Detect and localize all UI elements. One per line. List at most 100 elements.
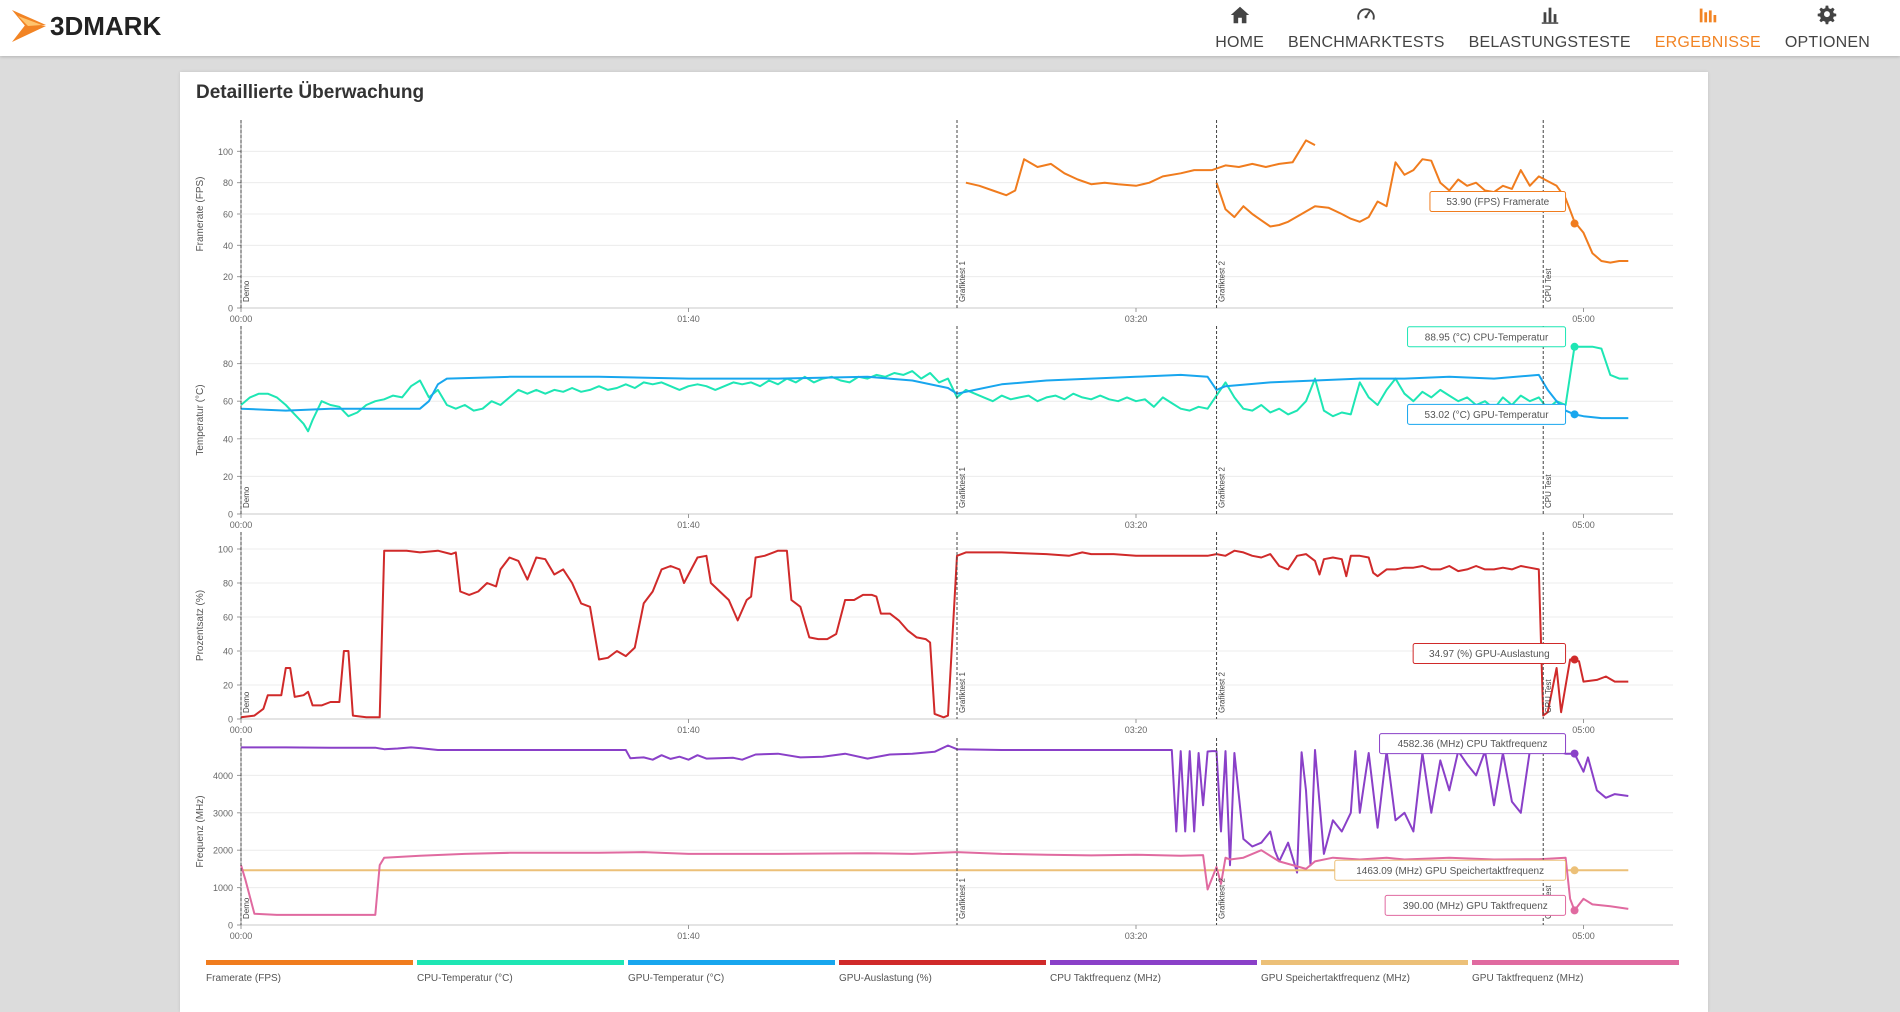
test-marker-label: Grafiktest 2 xyxy=(1218,467,1227,508)
series-line-gpu-taktfrequenz-mhz xyxy=(240,849,1629,916)
callout-point xyxy=(1570,749,1579,758)
y-tick-label: 20 xyxy=(223,272,233,282)
3dmark-logo[interactable]: 3DMARK xyxy=(6,0,226,56)
y-axis-label: Framerate (FPS) xyxy=(195,176,206,251)
callout-point xyxy=(1570,655,1579,664)
y-tick-label: 60 xyxy=(223,210,233,220)
legend-color-bar xyxy=(628,960,835,965)
y-tick-label: 0 xyxy=(228,921,233,931)
legend-item[interactable]: GPU-Auslastung (%) xyxy=(839,960,1046,984)
y-tick-label: 100 xyxy=(218,147,233,157)
results-chart-icon xyxy=(1697,4,1719,34)
speedometer-icon xyxy=(1355,4,1377,34)
callout-box xyxy=(1384,894,1567,916)
x-tick-label: 05:00 xyxy=(1572,931,1595,941)
test-marker-label: Grafiktest 2 xyxy=(1218,878,1227,919)
logo-flame-highlight xyxy=(18,16,42,26)
y-tick-label: 1000 xyxy=(213,883,233,893)
legend-item[interactable]: GPU Speichertaktfrequenz (MHz) xyxy=(1261,960,1468,984)
callout-text: 88.95 (°C) CPU-Temperatur xyxy=(1425,332,1549,343)
test-marker-label: Demo xyxy=(242,691,251,713)
chart-legend: Framerate (FPS) CPU-Temperatur (°C) GPU-Te… xyxy=(206,960,1679,1000)
callout-box xyxy=(1334,859,1567,881)
test-marker-label: CPU Test xyxy=(1544,679,1553,713)
nav-benchmarktests[interactable]: BENCHMARKTESTS xyxy=(1276,0,1457,56)
callout-point xyxy=(1570,906,1579,915)
y-tick-label: 40 xyxy=(223,241,233,251)
nav-belastungsteste[interactable]: BELASTUNGSTESTE xyxy=(1457,0,1643,56)
y-tick-label: 0 xyxy=(228,510,233,520)
legend-label: CPU-Temperatur (°C) xyxy=(417,973,513,984)
test-marker-label: Demo xyxy=(242,897,251,919)
y-axis-label: Prozentsatz (%) xyxy=(195,590,206,661)
callout-point xyxy=(1570,866,1579,875)
callout-text: 53.02 (°C) GPU-Temperatur xyxy=(1425,410,1550,421)
nav-optionen[interactable]: OPTIONEN xyxy=(1773,0,1882,56)
callout-box xyxy=(1412,643,1567,665)
gear-icon xyxy=(1816,4,1838,34)
y-tick-label: 80 xyxy=(223,579,233,589)
legend-item[interactable]: GPU Taktfrequenz (MHz) xyxy=(1472,960,1679,984)
y-tick-label: 20 xyxy=(223,472,233,482)
callout-point xyxy=(1570,219,1579,228)
nav-label: ERGEBNISSE xyxy=(1654,34,1761,51)
test-marker-label: Demo xyxy=(242,486,251,508)
legend-item[interactable]: GPU-Temperatur (°C) xyxy=(628,960,835,984)
test-marker-label: Grafiktest 2 xyxy=(1218,261,1227,302)
test-marker-label: Grafiktest 1 xyxy=(958,261,967,302)
legend-item[interactable]: Framerate (FPS) xyxy=(206,960,413,984)
x-tick-label: 03:20 xyxy=(1125,931,1148,941)
y-tick-label: 4000 xyxy=(213,771,233,781)
legend-label: GPU Taktfrequenz (MHz) xyxy=(1472,973,1584,984)
test-marker-label: Grafiktest 1 xyxy=(958,467,967,508)
callout-box xyxy=(1429,191,1567,213)
legend-item[interactable]: CPU-Temperatur (°C) xyxy=(417,960,624,984)
callout-text: 4582.36 (MHz) CPU Taktfrequenz xyxy=(1398,739,1548,750)
test-marker-label: CPU Test xyxy=(1544,474,1553,508)
test-marker-label: Grafiktest 1 xyxy=(958,878,967,919)
nav-ergebnisse[interactable]: ERGEBNISSE xyxy=(1643,0,1773,56)
legend-label: GPU-Temperatur (°C) xyxy=(628,973,725,984)
y-tick-label: 60 xyxy=(223,613,233,623)
monitoring-card: Detaillierte Überwachung 0 20 40 60 80 100 Fra… xyxy=(180,72,1708,1012)
legend-item[interactable]: CPU Taktfrequenz (MHz) xyxy=(1050,960,1257,984)
chart-panel-4: 0 1000 2000 3000 4000 Frequenz (MHz) 00:00 01:4… xyxy=(195,733,1673,941)
home-icon xyxy=(1229,4,1251,34)
y-tick-label: 3000 xyxy=(213,808,233,818)
legend-color-bar xyxy=(1050,960,1257,965)
y-tick-label: 80 xyxy=(223,359,233,369)
legend-label: Framerate (FPS) xyxy=(206,973,282,984)
y-tick-label: 100 xyxy=(218,545,233,555)
monitoring-charts: 0 20 40 60 80 100 Framerate (FPS) 00:00 01:40 03:… xyxy=(195,120,1673,941)
logo-flame-upper xyxy=(12,10,46,27)
nav-home[interactable]: HOME xyxy=(1203,0,1276,56)
logo-flame-lower xyxy=(12,24,46,42)
x-tick-label: 01:40 xyxy=(677,520,700,530)
nav-label: BENCHMARKTESTS xyxy=(1288,34,1445,51)
callout-box xyxy=(1407,326,1567,348)
nav-label: OPTIONEN xyxy=(1784,34,1870,51)
main-nav: HOME BENCHMARKTESTS BELASTUNGSTESTE ERGEBNI… xyxy=(1203,0,1882,56)
x-tick-label: 00:00 xyxy=(230,520,253,530)
callout-text: 390.00 (MHz) GPU Taktfrequenz xyxy=(1403,901,1548,912)
series-line-gpu-auslastung xyxy=(240,549,1629,719)
y-tick-label: 80 xyxy=(223,178,233,188)
chart-panel-2: 0 20 40 60 80 Temperatur (°C) 00:00 01:40 03:20 0… xyxy=(195,326,1673,530)
legend-label: GPU-Auslastung (%) xyxy=(839,973,932,984)
nav-label: BELASTUNGSTESTE xyxy=(1468,34,1631,51)
legend-color-bar xyxy=(1472,960,1679,965)
x-tick-label: 05:00 xyxy=(1572,314,1595,324)
callout-box xyxy=(1407,403,1567,425)
legend-label: CPU Taktfrequenz (MHz) xyxy=(1050,973,1161,984)
y-tick-label: 0 xyxy=(228,715,233,725)
page-title: Detaillierte Überwachung xyxy=(196,82,425,103)
y-tick-label: 60 xyxy=(223,397,233,407)
y-tick-label: 40 xyxy=(223,434,233,444)
x-tick-label: 03:20 xyxy=(1125,314,1148,324)
x-tick-label: 00:00 xyxy=(230,725,253,735)
x-tick-label: 03:20 xyxy=(1125,520,1148,530)
chart-panel-3: 0 20 40 60 80 100 Prozentsatz (%) 00:00 01:40 03:… xyxy=(195,532,1673,735)
legend-color-bar xyxy=(839,960,1046,965)
test-marker-label: Grafiktest 1 xyxy=(958,672,967,713)
series-line-framerate-fps xyxy=(965,139,1316,197)
